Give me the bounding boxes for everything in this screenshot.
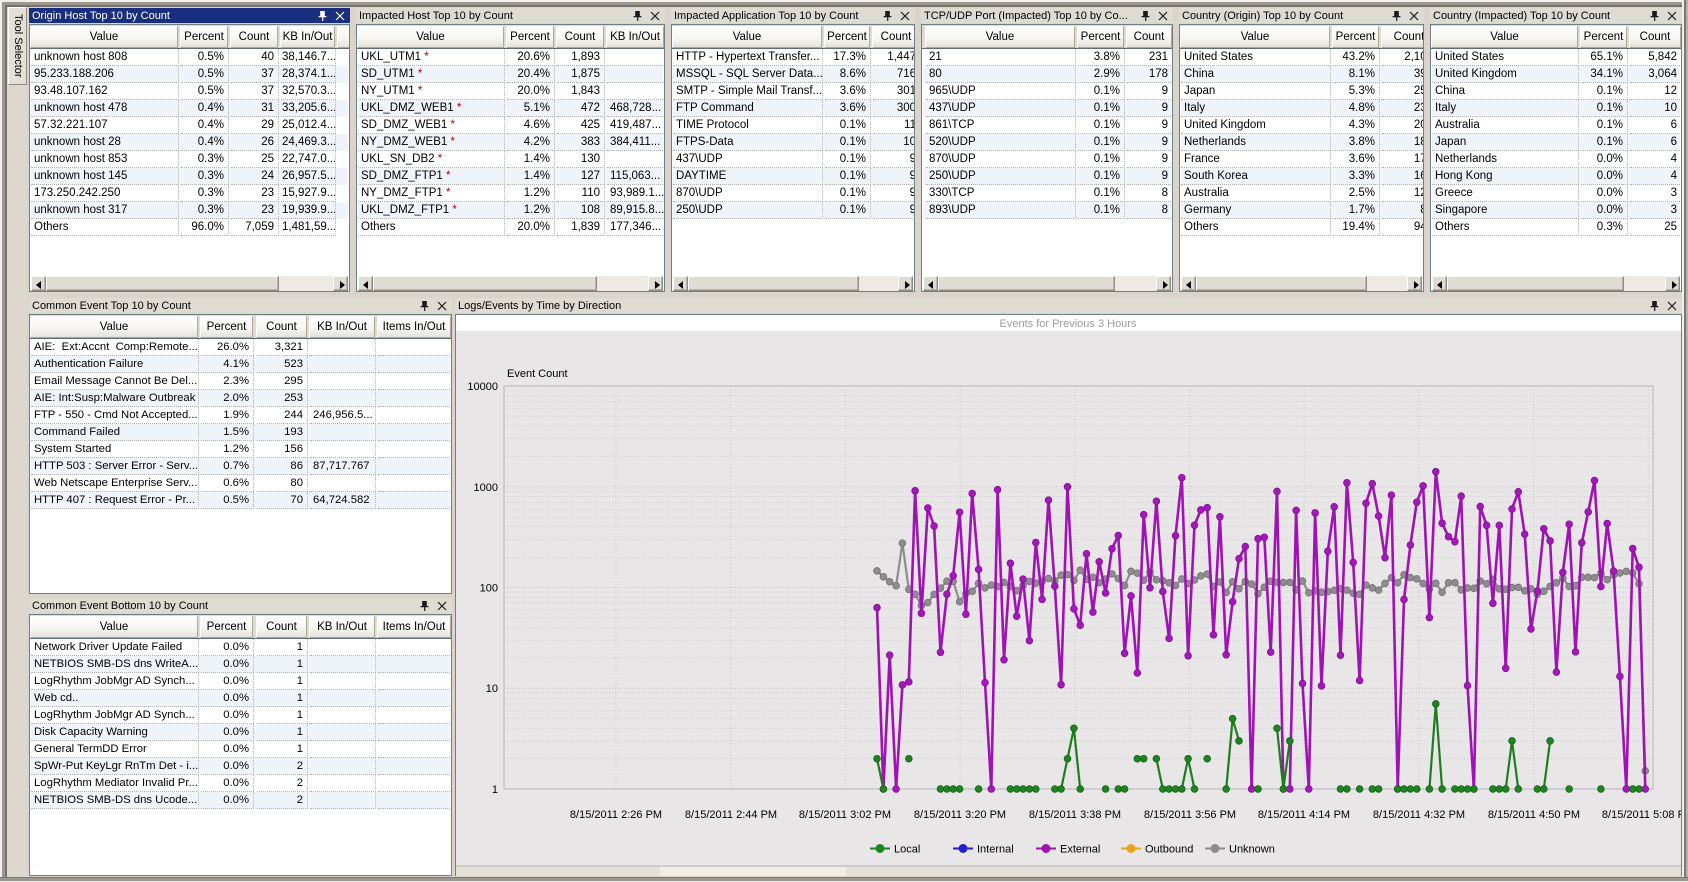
svg-text:10000: 10000 — [467, 381, 498, 393]
svg-text:8/15/2011 4:32 PM: 8/15/2011 4:32 PM — [1373, 809, 1465, 821]
svg-text:8/15/2011 5:08 PM: 8/15/2011 5:08 PM — [1602, 809, 1681, 821]
svg-text:8/15/2011 3:56 PM: 8/15/2011 3:56 PM — [1144, 809, 1236, 821]
svg-text:8/15/2011 2:44 PM: 8/15/2011 2:44 PM — [685, 809, 777, 821]
svg-text:10: 10 — [486, 683, 498, 695]
svg-text:100: 100 — [480, 583, 498, 595]
svg-text:Event Count: Event Count — [507, 368, 568, 380]
svg-text:Outbound: Outbound — [1145, 844, 1193, 856]
svg-text:Local: Local — [894, 844, 920, 856]
svg-text:8/15/2011 2:26 PM: 8/15/2011 2:26 PM — [570, 809, 662, 821]
svg-text:1000: 1000 — [474, 482, 498, 494]
svg-text:External: External — [1060, 844, 1100, 856]
svg-text:8/15/2011 3:02 PM: 8/15/2011 3:02 PM — [799, 809, 891, 821]
svg-text:8/15/2011 3:38 PM: 8/15/2011 3:38 PM — [1029, 809, 1121, 821]
svg-text:1: 1 — [492, 784, 498, 796]
svg-text:8/15/2011 3:20 PM: 8/15/2011 3:20 PM — [914, 809, 1006, 821]
svg-text:Unknown: Unknown — [1229, 844, 1275, 856]
svg-text:Events for Previous 3 Hours: Events for Previous 3 Hours — [1000, 318, 1137, 330]
svg-text:Internal: Internal — [977, 844, 1014, 856]
svg-text:8/15/2011 4:50 PM: 8/15/2011 4:50 PM — [1488, 809, 1580, 821]
svg-text:8/15/2011 4:14 PM: 8/15/2011 4:14 PM — [1258, 809, 1350, 821]
